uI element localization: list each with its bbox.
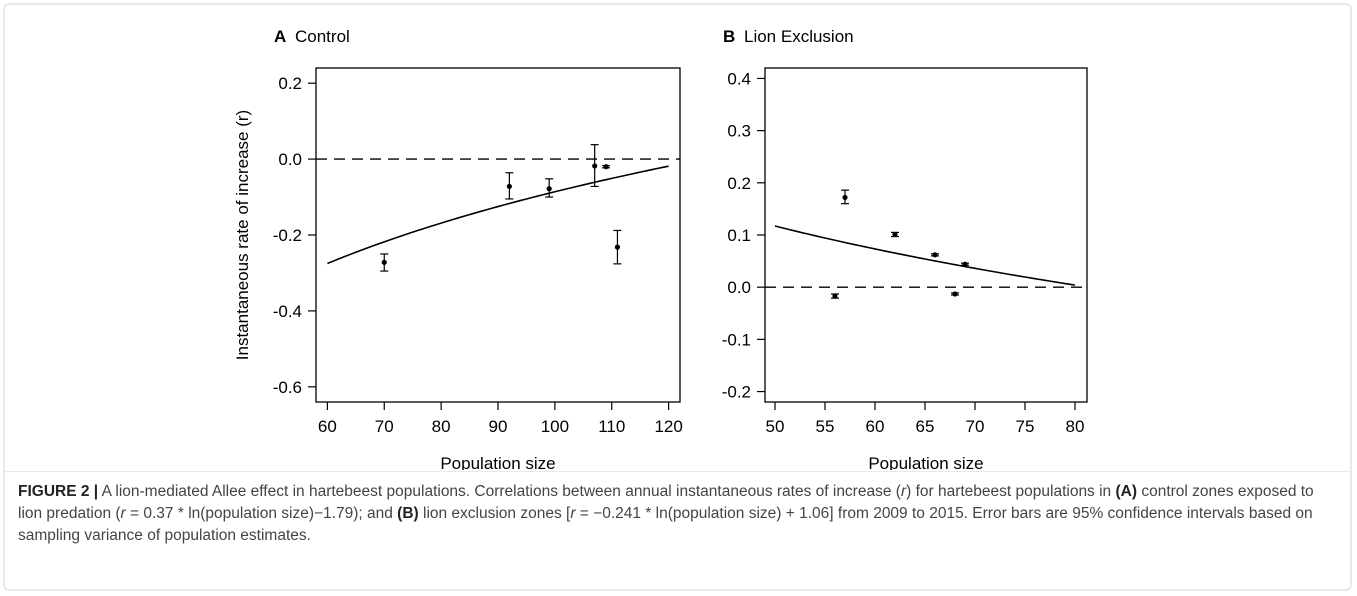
caption-panel-b-ref: (B)	[397, 505, 419, 522]
panel-a-ytick-label: -0.2	[273, 226, 302, 245]
panel-a-xtick-label: 80	[432, 417, 451, 436]
panel-b-xtick-label: 60	[866, 417, 885, 436]
panel-a-data-point	[614, 244, 621, 250]
panel-b-xtick-label: 55	[816, 417, 835, 436]
panel-b-ytick-label: -0.2	[722, 383, 751, 402]
figure-panels: A Control 60 70 80 90 100 110 120 -0.6 -0.4 -0.2 0.0…	[233, 27, 1088, 470]
panel-a-ylabel: Instantaneous rate of increase (r)	[233, 110, 252, 360]
caption-text-5: lion exclusion zones [	[418, 505, 571, 522]
panel-a-xtick-label: 70	[375, 417, 394, 436]
panel-b-letter: B	[723, 27, 735, 46]
panel-b-xtick-label: 75	[1016, 417, 1035, 436]
caption-var-r-3: r	[570, 505, 576, 522]
panel-b-ytick-label: 0.1	[727, 226, 751, 245]
panel-b-data-point	[952, 291, 958, 297]
panel-b-data-point	[932, 252, 938, 258]
panel-a-data-point	[381, 259, 387, 265]
panel-a: A Control 60 70 80 90 100 110 120 -0.6 -0.4 -0.2 0.0…	[233, 27, 683, 470]
panel-a-xtick-label: 60	[318, 417, 337, 436]
panel-a-ytick-label: 0.2	[278, 74, 302, 93]
panel-b-ytick-label: 0.4	[727, 69, 751, 88]
panel-b-data-point	[842, 194, 848, 201]
caption-text-1: A lion-mediated Allee effect in hartebee…	[98, 483, 901, 500]
panel-b-data-point	[892, 231, 898, 238]
caption-divider	[5, 471, 1350, 472]
panel-a-letter: A	[274, 27, 286, 46]
panel-a-ytick-label: -0.4	[273, 302, 302, 321]
panel-a-data-point	[506, 183, 512, 190]
caption-text-2: ) for hartebeest populations in	[906, 483, 1116, 500]
panel-a-data-point	[603, 164, 609, 170]
panel-a-xtick-label: 120	[654, 417, 682, 436]
figure-caption: FIGURE 2 | A lion-mediated Allee effect …	[18, 481, 1338, 547]
panel-b-fit-curve	[774, 225, 1076, 286]
panel-b-ytick-label: 0.3	[727, 122, 751, 141]
caption-label: FIGURE 2 |	[18, 483, 99, 500]
panel-b-ytick-label: 0.2	[727, 174, 751, 193]
panel-a-ytick-label: -0.6	[273, 378, 302, 397]
panel-b-xtick-label: 80	[1066, 417, 1085, 436]
panel-a-xlabel: Population size	[440, 454, 555, 470]
panel-b-data-point	[962, 261, 968, 267]
panel-b-ytick-label: -0.1	[722, 330, 751, 349]
figure-frame	[3, 3, 1352, 591]
panel-b-xtick-label: 70	[966, 417, 985, 436]
panel-b-ytick-label: 0.0	[727, 278, 751, 297]
caption-text-3: control zones exposed to lion predation …	[18, 483, 1314, 522]
panel-b-xtick-label: 50	[766, 417, 785, 436]
panel-a-data-point	[546, 186, 552, 192]
caption-panel-a-ref: (A)	[1115, 483, 1138, 500]
caption-text-4: = 0.37 * ln(population size)−1.79); and	[125, 505, 398, 522]
panel-a-title: Control	[295, 27, 350, 46]
panel-b-data-point	[832, 293, 838, 299]
panel-a-data-point	[592, 163, 598, 169]
panel-b-xtick-label: 65	[916, 417, 935, 436]
panel-a-ytick-label: 0.0	[278, 150, 302, 169]
panel-a-xtick-label: 100	[541, 417, 569, 436]
panel-b: B Lion Exclusion 50 55 60 65 70 75 80 -0.2 -0.1 0.0…	[722, 27, 1088, 470]
caption-text-6: = −0.241 * ln(population size) + 1.06] f…	[18, 505, 1313, 544]
panel-a-xtick-label: 110	[598, 417, 625, 436]
panel-a-xtick-label: 90	[489, 417, 508, 436]
panel-b-xlabel: Population size	[868, 454, 983, 470]
caption-var-r-1: r	[900, 483, 907, 500]
panel-a-frame	[315, 67, 681, 403]
panel-a-fit-curve	[327, 165, 669, 265]
caption-var-r-2: r	[120, 505, 126, 522]
panel-b-title: Lion Exclusion	[744, 27, 854, 46]
